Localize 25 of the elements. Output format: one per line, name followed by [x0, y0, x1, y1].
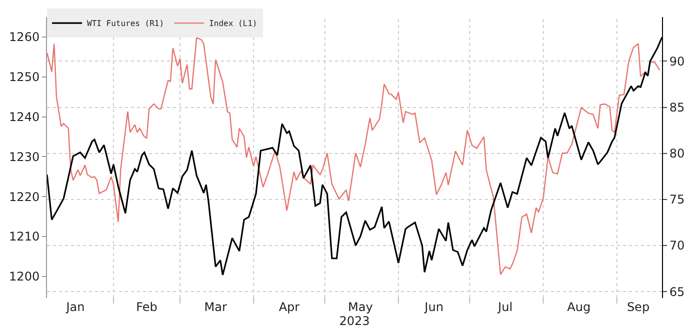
y2-tick-label: 90 [669, 54, 685, 68]
x-axis-title: 2023 [339, 314, 370, 328]
legend-label: WTI Futures (R1) [87, 19, 164, 28]
y2-tick-label: 70 [669, 238, 685, 253]
legend-label: Index (L1) [209, 19, 258, 28]
x-tick-label: Aug [567, 300, 591, 314]
x-tick-label: May [348, 300, 373, 314]
x-tick-label: Jan [65, 300, 85, 314]
y2-tick-label: 85 [669, 100, 685, 114]
x-tick-label: Apr [278, 300, 300, 314]
x-tick-label: Sep [626, 300, 650, 314]
y2-tick-label: 80 [669, 146, 685, 161]
y-tick-label: 1240 [9, 110, 40, 124]
y-tick-label: 1220 [9, 190, 40, 204]
x-tick-label: Feb [136, 300, 158, 314]
y2-tick-label: 65 [669, 284, 685, 299]
y-tick-label: 1230 [9, 150, 40, 164]
y-tick-label: 1260 [9, 30, 40, 44]
y-tick-label: 1200 [9, 270, 40, 284]
y-tick-label: 1210 [9, 230, 40, 244]
y2-tick-label: 75 [669, 192, 685, 207]
x-tick-label: Jun [424, 300, 444, 314]
x-tick-label: Jul [497, 300, 513, 314]
y-tick-label: 1250 [9, 70, 40, 84]
x-tick-label: Mar [204, 300, 227, 314]
